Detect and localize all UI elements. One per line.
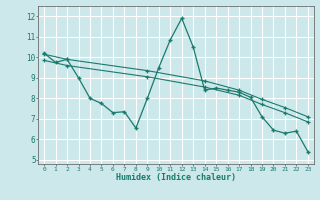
X-axis label: Humidex (Indice chaleur): Humidex (Indice chaleur) (116, 173, 236, 182)
